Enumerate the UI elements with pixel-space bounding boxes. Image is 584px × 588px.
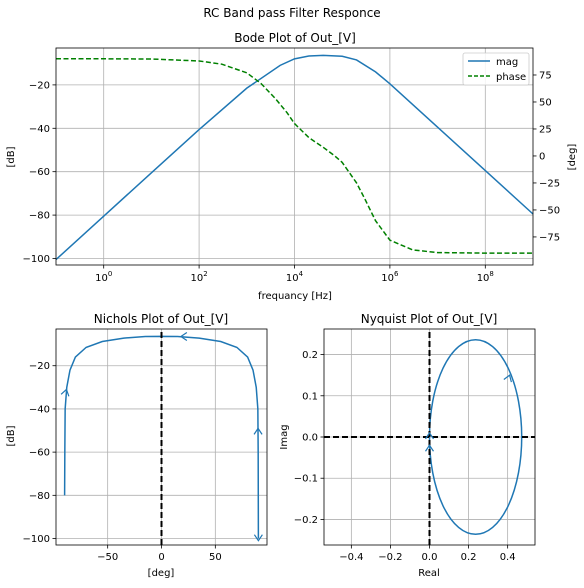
nichols-ytick-label: −100: [23, 534, 50, 545]
nyquist-title: Nyquist Plot of Out_[V]: [361, 312, 498, 326]
nichols-xtick-label: −50: [97, 552, 118, 563]
bode-y2tick-label: −75: [539, 232, 560, 243]
bode-xtick-label: 108: [477, 270, 494, 284]
nichols-ytick-label: −20: [29, 361, 50, 372]
nyquist-xtick-label: −0.4: [339, 552, 363, 563]
bode-y2tick-label: 50: [539, 97, 552, 108]
bode-ytick-label: −60: [29, 167, 50, 178]
nyquist-ticks: −0.4 −0.2 0.0 0.2 0.4 0.2 0.1 0.0 −0.1 −0.2: [294, 350, 516, 563]
bode-ytick-label: −20: [29, 80, 50, 91]
nichols-plot: Nichols Plot of Out_[V] [deg] [dB] −50 0 5…: [6, 312, 268, 579]
bode-ticks: 100 102 104 106 108 −20 −40 −60 −80 −100 75 50 25 0 −2…: [23, 70, 561, 284]
nyquist-xtick-label: −0.2: [378, 552, 402, 563]
bode-ytick-label: −80: [29, 211, 50, 222]
nyquist-arrow: [425, 431, 434, 440]
nichols-ylabel: [dB]: [6, 425, 17, 446]
nyquist-frame: [323, 328, 536, 546]
bode-xtick-label: 102: [190, 270, 207, 284]
nichols-ytick-label: −40: [29, 404, 50, 415]
nichols-xlabel: [deg]: [148, 568, 175, 579]
bode-y2tick-label: 25: [539, 124, 552, 135]
bode-ytick-label: −100: [23, 254, 50, 265]
bode-phase-line: [56, 58, 533, 254]
nyquist-plot: Nyquist Plot of Out_[V] Real Imag −0.4 −0…: [279, 312, 536, 579]
bode-xtick-label: 104: [286, 270, 304, 284]
nyquist-xtick-label: 0.2: [461, 552, 477, 563]
nichols-series: [60, 329, 263, 545]
nichols-arrow: [253, 427, 263, 435]
bode-y2tick-label: −25: [539, 178, 560, 189]
bode-frame: [55, 47, 534, 266]
nichols-arrow: [179, 332, 188, 342]
nichols-xtick-label: 0: [158, 552, 164, 563]
nichols-frame: [55, 328, 268, 546]
figure-suptitle: RC Band pass Filter Responce: [203, 6, 380, 20]
nyquist-ytick-label: 0.0: [302, 433, 318, 444]
bode-y2tick-label: −50: [539, 205, 560, 216]
nyquist-xlabel: Real: [418, 568, 440, 579]
nyquist-xtick-label: 0.4: [500, 552, 516, 563]
nyquist-series: [324, 329, 535, 545]
bode-y2label: [deg]: [567, 144, 578, 171]
nichols-ytick-label: −80: [29, 491, 50, 502]
bode-plot: Bode Plot of Out_[V] frequancy [Hz] [dB]…: [6, 31, 578, 302]
bode-y2tick-label: 75: [539, 70, 552, 81]
nichols-arrow: [60, 388, 70, 397]
nichols-arrow: [253, 534, 263, 542]
bode-series: [55, 54, 534, 261]
nichols-ticks: −50 0 50 −20 −40 −60 −80 −100: [23, 361, 222, 563]
bode-legend: mag phase: [462, 52, 530, 86]
nyquist-ytick-label: −0.2: [294, 515, 318, 526]
nyquist-ylabel: Imag: [279, 424, 290, 449]
legend-mag-label: mag: [496, 57, 518, 68]
bode-title: Bode Plot of Out_[V]: [234, 31, 356, 45]
nyquist-xtick-label: 0.0: [422, 552, 438, 563]
bode-ylabel: [dB]: [6, 146, 17, 167]
nyquist-arrow: [425, 444, 434, 452]
bode-ytick-label: −40: [29, 124, 50, 135]
bode-mag-line: [55, 54, 534, 261]
bode-xtick-label: 100: [95, 270, 112, 284]
nyquist-ytick-label: −0.1: [294, 474, 318, 485]
bode-xtick-label: 106: [381, 270, 399, 284]
bode-xlabel: frequancy [Hz]: [258, 291, 332, 302]
bode-y2tick-label: 0: [539, 151, 545, 162]
nichols-ytick-label: −60: [29, 448, 50, 459]
nichols-title: Nichols Plot of Out_[V]: [94, 312, 228, 326]
nichols-xtick-label: 50: [209, 552, 222, 563]
nyquist-ytick-label: 0.2: [302, 350, 318, 361]
bode-grid: [56, 48, 533, 265]
nyquist-arrow: [503, 374, 512, 383]
legend-phase-label: phase: [496, 72, 526, 83]
nyquist-ytick-label: 0.1: [302, 391, 318, 402]
